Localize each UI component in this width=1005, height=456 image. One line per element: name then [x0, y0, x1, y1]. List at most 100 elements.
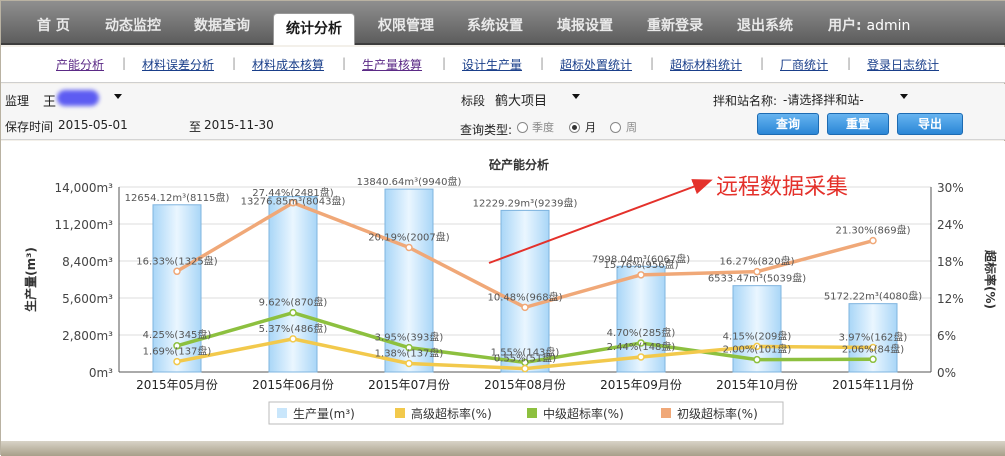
station-dropdown-icon[interactable] [900, 94, 908, 99]
user-label: 用户: [828, 18, 862, 34]
main-nav: 首 页 动态监控 数据查询 统计分析 权限管理 系统设置 填报设置 重新登录 退… [1, 1, 1005, 45]
y-tick-label: 8,400m³ [62, 255, 113, 269]
subnav-item[interactable]: 生产量核算 [362, 58, 423, 72]
data-label: 13840.64m³(9940盘) [357, 175, 462, 188]
supervisor-select[interactable]: 王 [43, 95, 57, 110]
series-point [869, 236, 877, 245]
x-tick-label: 2015年11月份 [832, 378, 914, 392]
series-point [637, 271, 645, 279]
data-label: 16.33%(1325盘) [136, 254, 217, 267]
bar [268, 196, 318, 373]
data-label: 12654.12m³(8115盘) [125, 191, 230, 204]
legend-label: 中级超标率(%) [543, 406, 624, 421]
subnav-item[interactable]: 超标材料统计 [670, 58, 743, 72]
user-name: admin [866, 18, 911, 34]
annotation-text: 远程数据采集 [716, 175, 849, 200]
data-label: 9.62%(870盘) [259, 296, 328, 309]
series-point [753, 342, 761, 351]
x-tick-label: 2015年10月份 [716, 378, 798, 392]
date-from-input[interactable]: 2015-05-01 [58, 118, 128, 132]
data-label: 4.25%(345盘) [143, 328, 212, 341]
query-type-label: 查询类型: [460, 123, 513, 137]
capacity-chart: 砼产能分析 0m³ 2,800m³ 5,600m³ 8,400m³ 11,200m³ 14,… [23, 157, 998, 425]
series-point [637, 339, 645, 347]
radio-quarter[interactable] [517, 122, 528, 133]
y-right-tick-label: 0% [937, 366, 956, 380]
legend-label: 初级超标率(%) [677, 406, 758, 421]
radio-week[interactable] [610, 122, 621, 133]
series-point [173, 267, 181, 276]
series-point [869, 343, 877, 352]
legend-swatch [527, 408, 537, 418]
series-point [753, 267, 761, 276]
series-point [521, 303, 529, 312]
y-right-tick-label: 12% [937, 292, 964, 306]
series-point [289, 199, 297, 207]
data-label: 4.15%(209盘) [723, 329, 792, 342]
subnav-item[interactable]: 设计生产量 [462, 58, 523, 72]
nav-permissions[interactable]: 权限管理 [378, 18, 434, 34]
nav-home[interactable]: 首 页 [37, 18, 70, 34]
nav-relogin[interactable]: 重新登录 [647, 18, 703, 34]
subnav-item[interactable]: 超标处置统计 [560, 58, 633, 72]
subnav-item[interactable]: 材料误差分析 [142, 58, 215, 72]
subnav-item[interactable]: 材料成本核算 [252, 58, 325, 72]
query-button[interactable]: 查询 [757, 113, 819, 135]
section-dropdown-icon[interactable] [572, 94, 580, 99]
nav-statistics[interactable]: 统计分析 [273, 13, 355, 45]
subnav-item[interactable]: 产能分析 [56, 58, 105, 72]
nav-monitor[interactable]: 动态监控 [105, 18, 161, 34]
sub-nav: 产能分析 | 材料误差分析 | 材料成本核算 | 生产量核算 | 设计生产量 | 超标处置统计 | 超标… [1, 47, 1005, 83]
data-label: 3.95%(393盘) [375, 331, 444, 344]
subnav-separator: | [847, 56, 852, 70]
series-point [289, 335, 297, 343]
data-label: 6533.47m³(5039盘) [708, 272, 806, 285]
subnav-separator: | [232, 56, 237, 70]
y-tick-label: 2,800m³ [62, 329, 113, 343]
nav-system-settings[interactable]: 系统设置 [467, 18, 523, 34]
y-right-tick-label: 18% [937, 255, 964, 269]
station-select[interactable]: -请选择拌和站- [783, 93, 864, 107]
y-tick-label: 14,000m³ [55, 181, 114, 195]
radio-quarter-label: 季度 [532, 121, 554, 134]
chart-panel: 砼产能分析 0m³ 2,800m³ 5,600m³ 8,400m³ 11,200m³ 14,… [1, 141, 1005, 441]
data-label: 1.69%(137盘) [143, 345, 212, 358]
legend-swatch [395, 408, 405, 418]
subnav-item[interactable]: 登录日志统计 [867, 58, 940, 72]
series-point [637, 353, 645, 361]
x-tick-label: 2015年07月份 [368, 378, 450, 392]
data-label: 21.30%(869盘) [835, 224, 910, 237]
subnav-item[interactable]: 厂商统计 [780, 58, 829, 72]
reset-button[interactable]: 重置 [827, 113, 889, 135]
data-label: 20.19%(2007盘) [368, 230, 449, 243]
section-select[interactable]: 鹤大项目 [495, 94, 548, 109]
data-label: 16.27%(820盘) [719, 255, 794, 268]
x-tick-label: 2015年05月份 [136, 378, 218, 392]
supervisor-dropdown-icon[interactable] [114, 94, 122, 99]
date-to-input[interactable]: 2015-11-30 [204, 118, 274, 132]
data-label: 2.00%(101盘) [723, 343, 792, 356]
y-right-axis-title: 超标率(%) [983, 249, 998, 309]
radio-month[interactable] [569, 122, 580, 133]
nav-logout[interactable]: 退出系统 [737, 18, 793, 34]
data-label: 13276.85m³(8043盘) [241, 195, 346, 208]
nav-fill-settings[interactable]: 填报设置 [557, 18, 613, 34]
data-label: 4.70%(285盘) [607, 326, 676, 339]
data-label: 12229.29m³(9239盘) [473, 196, 578, 209]
series-point [405, 343, 413, 352]
series-point [405, 243, 413, 252]
y-right-tick-label: 24% [937, 218, 964, 232]
filter-bar: 监理 王 标段 鹤大项目 拌和站名称: -请选择拌和站- 保存时间 2015-0… [1, 84, 1005, 140]
data-label: 5.37%(486盘) [259, 322, 328, 335]
x-tick-label: 2015年08月份 [484, 378, 566, 392]
export-button[interactable]: 导出 [897, 113, 963, 135]
legend-swatch [277, 408, 287, 418]
nav-data-query[interactable]: 数据查询 [194, 18, 250, 34]
y-tick-label: 11,200m³ [55, 218, 114, 232]
user-info: 用户: admin [828, 13, 910, 39]
radio-month-label: 月 [585, 121, 596, 134]
series-point [405, 359, 413, 368]
subnav-separator: | [760, 56, 765, 70]
data-label: 10.48%(968盘) [487, 290, 562, 303]
y-axis-title: 生产量(m³) [23, 247, 38, 312]
